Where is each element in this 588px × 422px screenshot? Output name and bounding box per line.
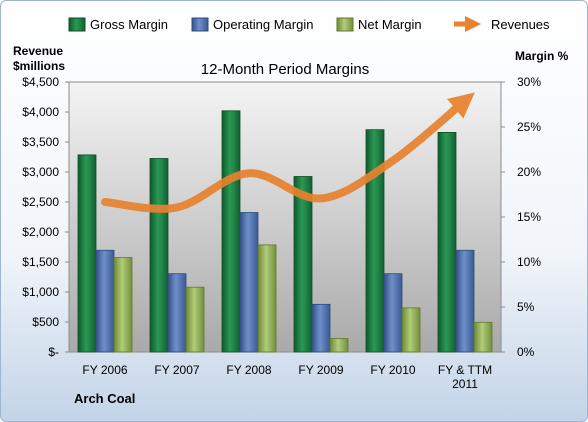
bar-gross-margin xyxy=(293,176,313,353)
category-label: FY 2006 xyxy=(82,363,127,377)
bar-net-margin xyxy=(185,286,205,353)
legend-swatch-net-margin xyxy=(336,17,354,32)
revenues-line xyxy=(101,92,475,213)
category-labels: FY 2006 FY 2007 FY 2008 FY 2009 FY 2010 FY & … xyxy=(82,363,492,391)
left-tick-label: $3,000 xyxy=(22,165,59,179)
bar-net-margin xyxy=(257,244,277,353)
company-label: Arch Coal xyxy=(74,391,135,406)
category-label: FY 2008 xyxy=(226,363,271,377)
left-tick-label: $4,000 xyxy=(22,105,59,119)
category-label: FY & TTM 2011 xyxy=(438,363,492,391)
left-axis-label-line1: Revenue xyxy=(13,44,63,58)
right-axis-ticks: 0% 5% 10% 15% 20% 25% 30% xyxy=(501,75,541,359)
right-tick-label: 20% xyxy=(517,165,541,179)
legend: Gross Margin Operating Margin Net Margin… xyxy=(68,15,550,33)
bar-operating-margin xyxy=(455,249,475,353)
bar-net-margin xyxy=(401,307,421,353)
bar-net-margin xyxy=(113,257,133,353)
left-tick-label: $2,000 xyxy=(22,225,59,239)
left-tick-label: $1,000 xyxy=(22,285,59,299)
right-tick-label: 15% xyxy=(517,210,541,224)
legend-label-net-margin: Net Margin xyxy=(358,17,422,32)
category-label: FY 2010 xyxy=(370,363,415,377)
left-axis-label-line2: $millions xyxy=(13,59,65,73)
legend-swatch-gross-margin xyxy=(68,17,86,32)
bars xyxy=(77,110,493,353)
bar-net-margin xyxy=(329,338,349,353)
bar-operating-margin xyxy=(167,273,187,353)
bar-gross-margin xyxy=(149,158,169,353)
legend-swatch-operating-margin xyxy=(191,17,209,32)
bar-gross-margin xyxy=(437,131,457,353)
left-tick-label: $- xyxy=(48,345,59,359)
bar-operating-margin xyxy=(311,303,331,353)
category-label: FY 2007 xyxy=(154,363,199,377)
right-tick-label: 0% xyxy=(517,345,535,359)
bar-operating-margin xyxy=(383,273,403,353)
left-tick-label: $2,500 xyxy=(22,195,59,209)
right-tick-label: 25% xyxy=(517,120,541,134)
bar-operating-margin xyxy=(239,212,259,353)
chart-title: 12-Month Period Margins xyxy=(201,61,369,78)
left-tick-label: $4,500 xyxy=(22,75,59,89)
revenue-line xyxy=(101,92,475,213)
left-tick-label: $3,500 xyxy=(22,135,59,149)
bar-gross-margin xyxy=(365,129,385,353)
left-axis-ticks: $- $500 $1,000 $1,500 $2,000 $2,500 $3,000 $3,5… xyxy=(22,75,69,359)
bar-gross-margin xyxy=(221,110,241,353)
left-tick-label: $1,500 xyxy=(22,255,59,269)
legend-label-gross-margin: Gross Margin xyxy=(90,17,168,32)
legend-label-operating-margin: Operating Margin xyxy=(213,17,313,32)
left-tick-label: $500 xyxy=(32,315,59,329)
right-tick-label: 5% xyxy=(517,300,535,314)
right-tick-label: 10% xyxy=(517,255,541,269)
legend-label-revenues: Revenues xyxy=(491,17,550,32)
bar-operating-margin xyxy=(95,249,115,353)
category-label: FY 2009 xyxy=(298,363,343,377)
right-axis-label: Margin % xyxy=(515,49,569,63)
bar-gross-margin xyxy=(77,154,97,353)
bar-net-margin xyxy=(473,321,493,353)
right-tick-label: 30% xyxy=(517,75,541,89)
